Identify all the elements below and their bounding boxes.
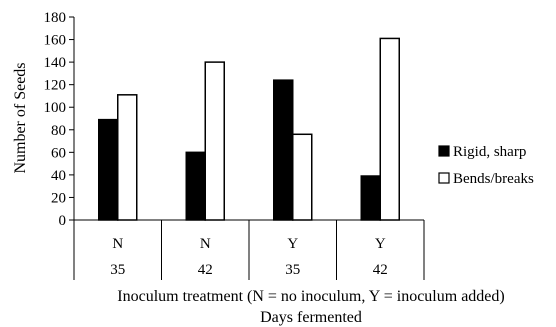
x-tick-label-days: 42: [198, 262, 213, 278]
bar-bends-breaks: [379, 37, 400, 221]
y-tick-label: 120: [44, 78, 67, 94]
y-tick-label: 0: [59, 213, 67, 229]
y-axis-label: Number of Seeds: [12, 62, 29, 173]
legend-entry: Rigid, sharp: [453, 144, 526, 160]
x-tick-label-treatment: N: [112, 236, 123, 252]
bar-rigid-sharp: [185, 151, 206, 221]
y-tick-label: 160: [44, 33, 67, 49]
y-tick-label: 100: [44, 100, 67, 116]
bars: [98, 37, 400, 221]
bar-bends-breaks: [292, 133, 313, 221]
x-tick-label-days: 35: [110, 262, 125, 278]
x-axis: N 35 N 42 Y 35 Y 42: [73, 219, 425, 280]
legend: Rigid, sharp Bends/breaks: [438, 144, 534, 187]
x-axis-label: Inoculum treatment (N = no inoculum, Y =…: [117, 288, 504, 305]
bar-bends-breaks: [204, 61, 225, 221]
y-tick-label: 40: [51, 168, 66, 184]
x-axis-sublabel: Days fermented: [260, 309, 362, 326]
x-tick-label-days: 42: [373, 262, 388, 278]
y-tick-label: 80: [51, 123, 66, 139]
legend-entry: Bends/breaks: [453, 171, 534, 187]
bar-bends-breaks: [117, 94, 138, 221]
legend-swatch: [438, 172, 450, 184]
bar-rigid-sharp: [273, 79, 294, 221]
bar-rigid-sharp: [360, 175, 381, 221]
y-tick-label: 180: [44, 10, 67, 26]
x-tick-label-treatment: N: [200, 236, 211, 252]
legend-swatch: [438, 145, 450, 157]
x-tick-label-treatment: Y: [375, 236, 386, 252]
bar-rigid-sharp: [98, 118, 119, 221]
y-tick-label: 20: [51, 190, 66, 206]
x-tick-label-treatment: Y: [287, 236, 298, 252]
y-tick-label: 140: [44, 55, 67, 71]
y-tick-label: 60: [51, 145, 66, 161]
y-axis: 0 20 40 60 80 100 120 140 160 180: [44, 10, 75, 229]
x-tick-label-days: 35: [285, 262, 300, 278]
